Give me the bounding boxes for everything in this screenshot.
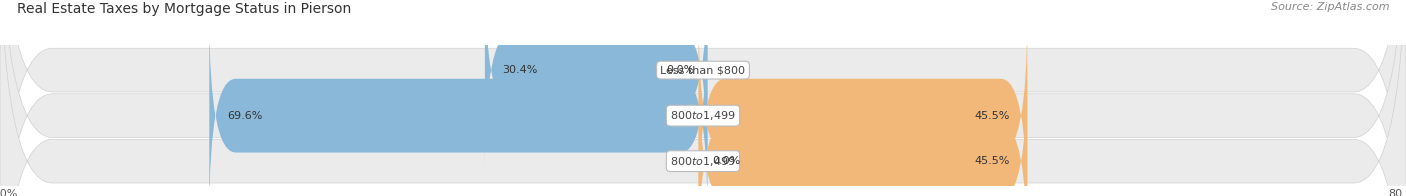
FancyBboxPatch shape: [209, 16, 707, 196]
Text: Source: ZipAtlas.com: Source: ZipAtlas.com: [1271, 2, 1389, 12]
Text: 0.0%: 0.0%: [666, 65, 695, 75]
Text: 69.6%: 69.6%: [226, 111, 263, 121]
Text: $800 to $1,499: $800 to $1,499: [671, 109, 735, 122]
FancyBboxPatch shape: [699, 62, 1028, 196]
Text: Real Estate Taxes by Mortgage Status in Pierson: Real Estate Taxes by Mortgage Status in …: [17, 2, 352, 16]
FancyBboxPatch shape: [485, 0, 707, 170]
FancyBboxPatch shape: [699, 16, 1028, 196]
Text: 45.5%: 45.5%: [974, 156, 1010, 166]
Text: 0.0%: 0.0%: [711, 156, 740, 166]
Text: Less than $800: Less than $800: [661, 65, 745, 75]
Text: 30.4%: 30.4%: [502, 65, 538, 75]
Text: $800 to $1,499: $800 to $1,499: [671, 155, 735, 168]
Text: 45.5%: 45.5%: [974, 111, 1010, 121]
